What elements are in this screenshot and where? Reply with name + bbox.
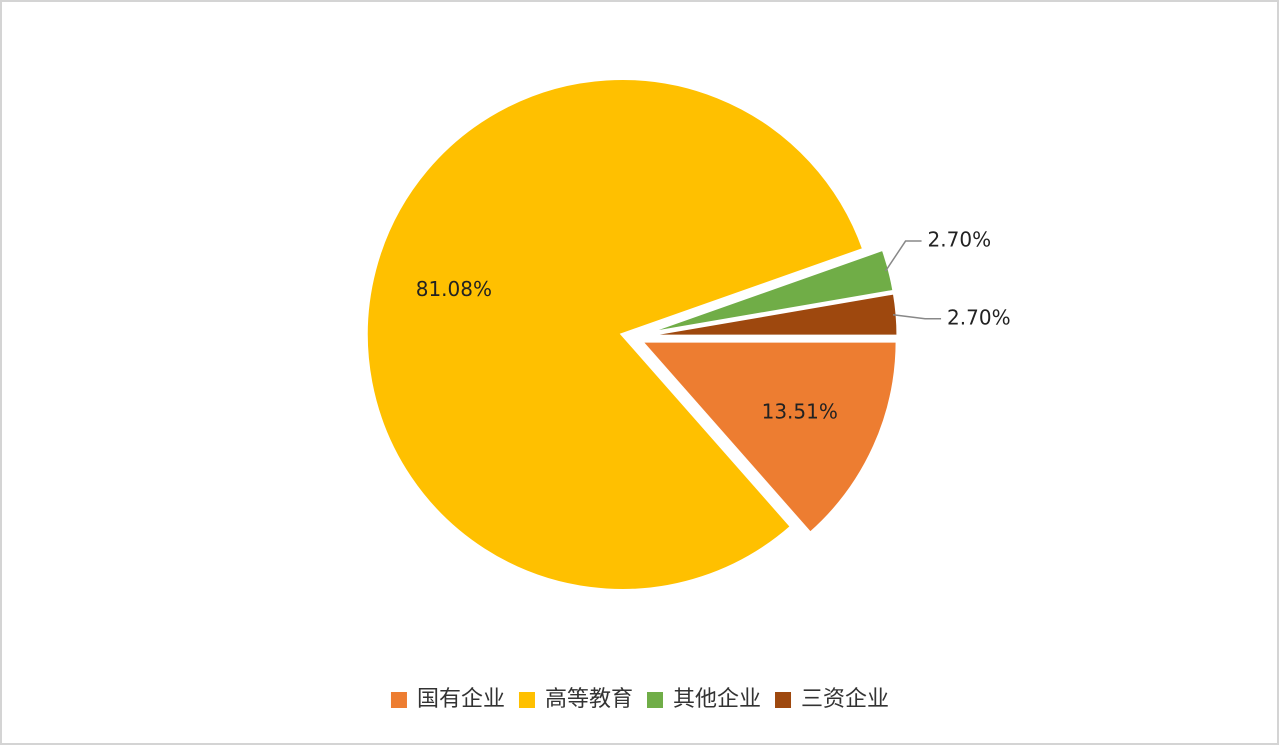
legend-swatch (518, 692, 535, 708)
legend-swatch (775, 692, 792, 708)
pie-slice (641, 247, 896, 336)
pie-slice (641, 291, 900, 338)
legend-label: 三资企业 (801, 687, 889, 712)
legend-label: 国有企业 (417, 687, 505, 712)
leader-line (892, 314, 942, 320)
data-label: 2.70% (928, 228, 992, 252)
leader-line (884, 240, 922, 272)
data-label: 2.70% (947, 305, 1011, 329)
pie-slice (637, 339, 899, 536)
legend-label: 高等教育 (545, 687, 633, 712)
legend-label: 其他企业 (673, 687, 761, 712)
legend-swatch (390, 692, 407, 708)
data-label: 81.08% (416, 277, 492, 301)
pie-slice (364, 77, 866, 592)
data-label: 13.51% (762, 399, 838, 423)
legend-swatch (647, 692, 663, 708)
